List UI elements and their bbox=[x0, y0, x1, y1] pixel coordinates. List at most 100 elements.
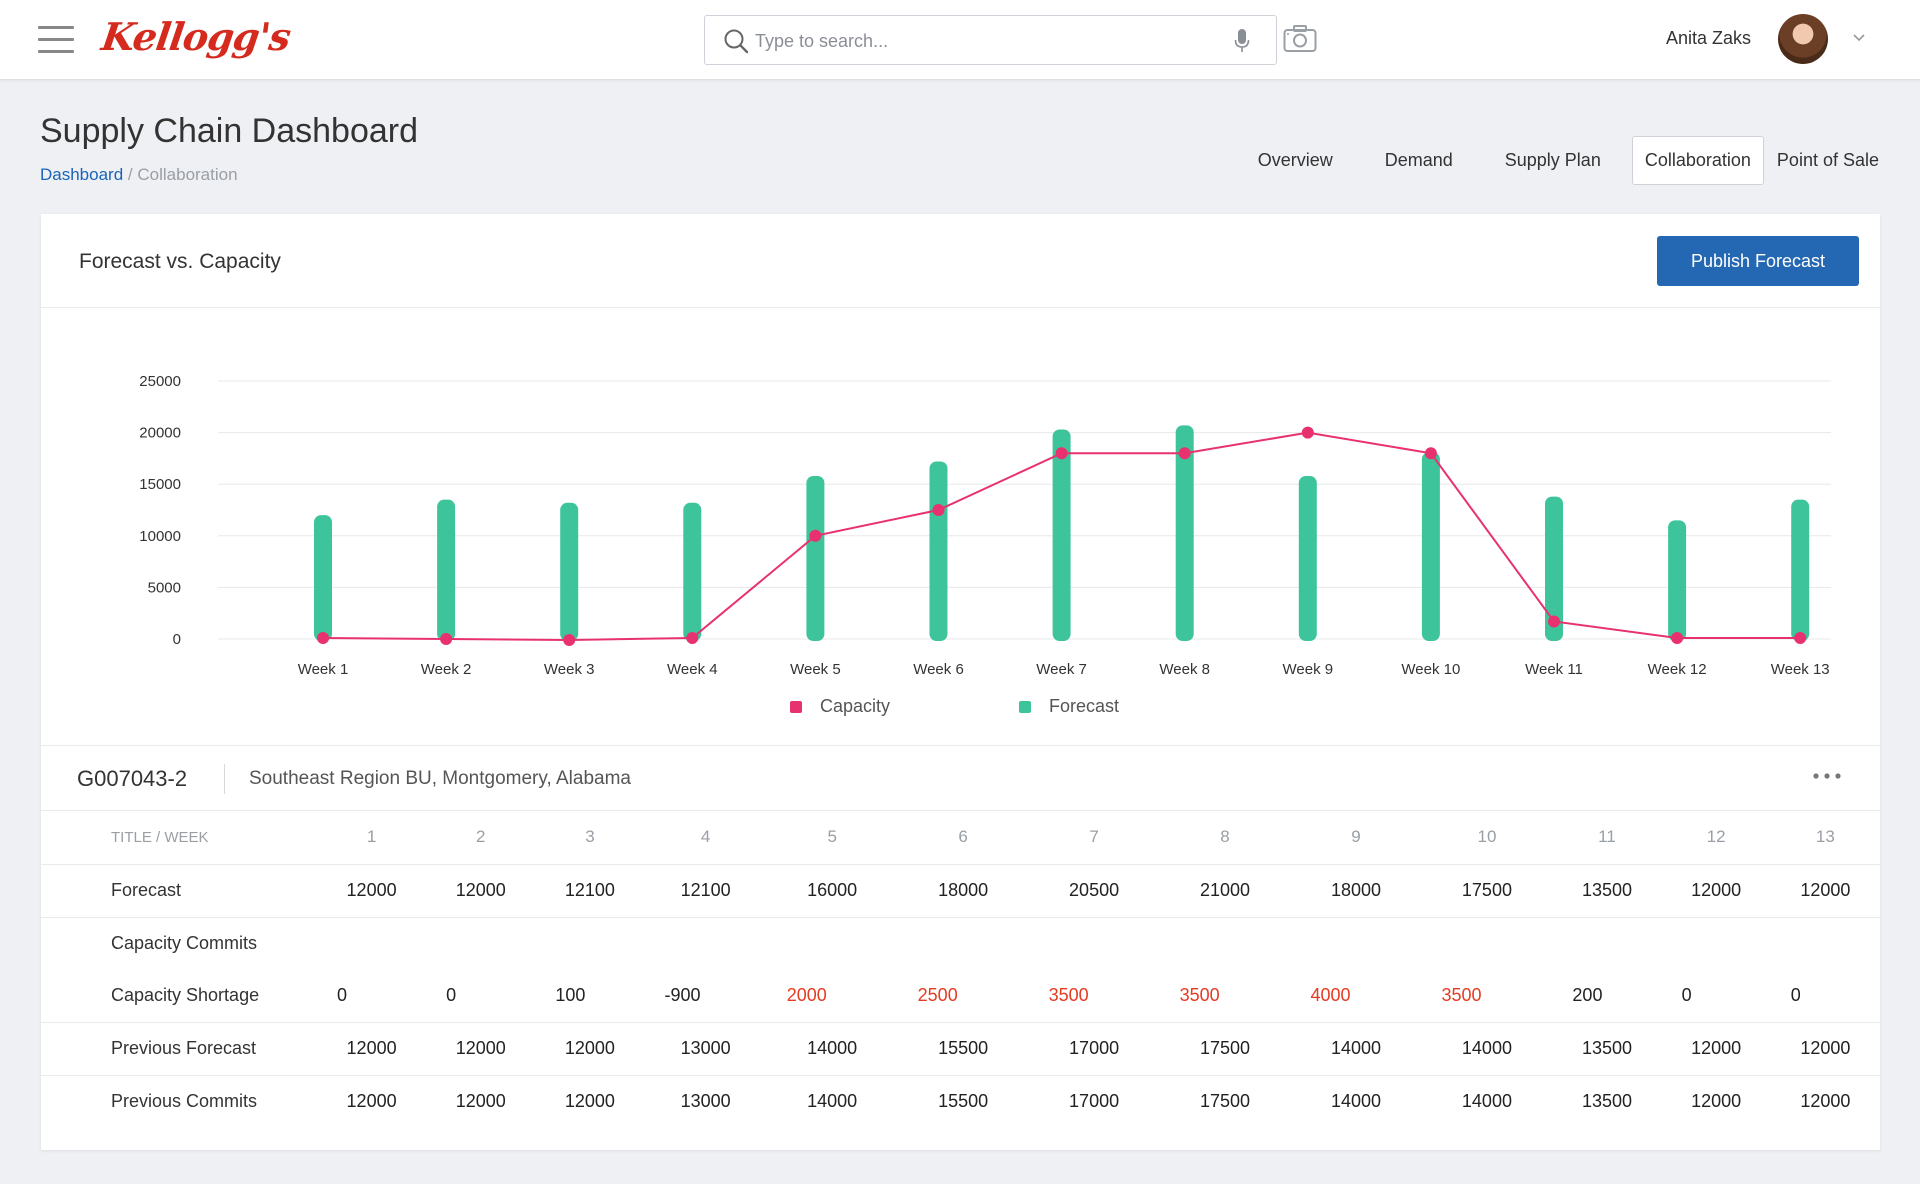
row-label: Previous Forecast bbox=[41, 1022, 317, 1076]
table-cell: 12000 bbox=[426, 1022, 536, 1076]
column-header-week: 9 bbox=[1290, 811, 1422, 865]
table-cell: 17000 bbox=[1069, 1091, 1120, 1112]
avatar[interactable] bbox=[1778, 14, 1828, 64]
table-cell: 15500 bbox=[897, 1022, 1029, 1076]
tab-collaboration[interactable]: Collaboration bbox=[1631, 136, 1764, 185]
row-label: Previous Commits bbox=[111, 1091, 258, 1112]
group-divider bbox=[224, 764, 225, 794]
capacity-point bbox=[932, 504, 945, 516]
search-input[interactable] bbox=[755, 26, 1185, 56]
group-id: G007043-2 bbox=[77, 766, 188, 791]
table-cell: 13000 bbox=[680, 1091, 731, 1112]
table-cell: 12000 bbox=[535, 1022, 645, 1076]
breadcrumb-current: Collaboration bbox=[137, 165, 238, 184]
breadcrumb-dashboard-link[interactable]: Dashboard bbox=[40, 165, 124, 184]
table-cell: 14000 bbox=[1421, 1022, 1553, 1076]
table-cell: 3500 bbox=[1159, 970, 1291, 1023]
legend-capacity-label: Capacity bbox=[820, 696, 891, 716]
brand-logo[interactable]: Kellogg's bbox=[98, 14, 293, 59]
legend-forecast-label: Forecast bbox=[1049, 696, 1120, 716]
forecast-bar bbox=[806, 475, 825, 641]
table-cell: 13500 bbox=[1552, 1022, 1662, 1076]
column-header-week: 7 bbox=[1028, 811, 1160, 865]
table-cell bbox=[1552, 917, 1661, 970]
forecast-bar bbox=[560, 502, 579, 641]
table-cell: 12000 bbox=[346, 1091, 397, 1112]
table-cell: 13000 bbox=[644, 1022, 767, 1076]
table-cell: 14000 bbox=[1290, 1022, 1422, 1076]
table-cell: 16000 bbox=[766, 864, 898, 918]
forecast-bar bbox=[929, 461, 948, 641]
card-title: Forecast vs. Capacity bbox=[79, 250, 281, 273]
collaboration-table: TITLE / WEEK 1 2 3 4 5 6 7 8 9 10 11 12 … bbox=[41, 811, 1880, 1128]
capacity-shortage-row: Capacity Shortage 0 0 100 -900 2000 2500 3500 35… bbox=[41, 970, 1880, 1023]
table-cell: 12000 bbox=[1770, 1022, 1880, 1076]
table-cell bbox=[1662, 917, 1771, 970]
table-cell: 12000 bbox=[1770, 864, 1880, 918]
capacity-point bbox=[1178, 447, 1191, 460]
table-cell: 17500 bbox=[1421, 864, 1553, 918]
capacity-point bbox=[1794, 631, 1807, 644]
table-cell bbox=[426, 917, 535, 970]
capacity-point bbox=[1424, 447, 1437, 460]
card-header: Forecast vs. Capacity Publish Forecast bbox=[41, 214, 1880, 308]
table-cell: 14000 bbox=[1461, 1091, 1512, 1112]
search-icon bbox=[724, 29, 749, 54]
tab-supply-plan[interactable]: Supply Plan bbox=[1504, 150, 1601, 170]
table-cell: 3500 bbox=[1028, 970, 1160, 1023]
table-cell: 4000 bbox=[1290, 970, 1422, 1023]
legend-capacity[interactable]: Capacity bbox=[790, 696, 890, 717]
x-tick-label: Week 7 bbox=[1036, 661, 1087, 678]
column-header-week: 2 bbox=[426, 811, 536, 865]
forecast-bar bbox=[1791, 499, 1810, 641]
capacity-commits-row: Capacity Commits bbox=[41, 917, 1880, 970]
capacity-swatch bbox=[790, 700, 802, 713]
forecast-bar bbox=[437, 499, 456, 641]
publish-forecast-button[interactable]: Publish Forecast bbox=[1657, 236, 1859, 286]
table-cell: 13500 bbox=[1552, 864, 1662, 918]
capacity-point bbox=[809, 529, 822, 542]
table-cell: 12100 bbox=[644, 864, 767, 918]
legend-forecast[interactable]: Forecast bbox=[1019, 696, 1119, 717]
x-tick-label: Week 10 bbox=[1401, 661, 1460, 678]
x-tick-label: Week 4 bbox=[667, 661, 718, 678]
table-header-row: TITLE / WEEK 1 2 3 4 5 6 7 8 9 10 11 12 … bbox=[41, 811, 1880, 865]
y-tick-label: 5000 bbox=[148, 579, 181, 596]
table-cell bbox=[1160, 917, 1291, 970]
table-cell: 0 bbox=[426, 970, 536, 1023]
table-cell: 20500 bbox=[1028, 864, 1160, 918]
previous-forecast-row: Previous Forecast 12000 12000 12000 13000 140… bbox=[41, 1022, 1880, 1076]
forecast-bar bbox=[1052, 429, 1071, 641]
table-cell: 17500 bbox=[1159, 1022, 1291, 1076]
capacity-point bbox=[1548, 615, 1560, 628]
table-cell: 13500 bbox=[1581, 1091, 1633, 1112]
breadcrumb-separator: / bbox=[127, 165, 133, 184]
x-tick-label: Week 11 bbox=[1525, 661, 1583, 678]
table-cell: 0 bbox=[1770, 970, 1880, 1023]
microphone-icon[interactable] bbox=[1234, 28, 1250, 54]
column-header-week: 12 bbox=[1661, 811, 1771, 865]
more-options-icon[interactable] bbox=[1812, 770, 1842, 782]
row-label: Capacity Shortage bbox=[41, 970, 317, 1023]
menu-icon[interactable] bbox=[38, 26, 74, 54]
tab-point-of-sale[interactable]: Point of Sale bbox=[1776, 150, 1879, 170]
breadcrumb: Dashboard / Collaboration bbox=[40, 165, 238, 185]
chevron-down-icon[interactable] bbox=[1852, 32, 1866, 42]
previous-commits-row: Previous Commits 12000 12000 12000 13000 1400… bbox=[41, 1075, 1880, 1128]
table-cell: 12000 bbox=[1661, 1022, 1771, 1076]
x-tick-label: Week 6 bbox=[913, 661, 964, 678]
table-cell: 18000 bbox=[897, 864, 1029, 918]
capacity-point bbox=[440, 633, 453, 645]
tab-demand[interactable]: Demand bbox=[1384, 150, 1453, 170]
capacity-point bbox=[686, 631, 699, 644]
camera-icon[interactable] bbox=[1283, 24, 1317, 54]
column-header-week: 11 bbox=[1552, 811, 1662, 865]
x-tick-label: Week 13 bbox=[1771, 661, 1830, 678]
user-name[interactable]: Anita Zaks bbox=[1666, 28, 1752, 48]
tab-overview[interactable]: Overview bbox=[1257, 150, 1333, 170]
table-cell: 12000 bbox=[1661, 864, 1771, 918]
column-header-week: 10 bbox=[1421, 811, 1553, 865]
y-tick-label: 0 bbox=[173, 631, 181, 648]
table-cell bbox=[1421, 917, 1552, 970]
x-tick-label: Week 2 bbox=[421, 661, 472, 678]
